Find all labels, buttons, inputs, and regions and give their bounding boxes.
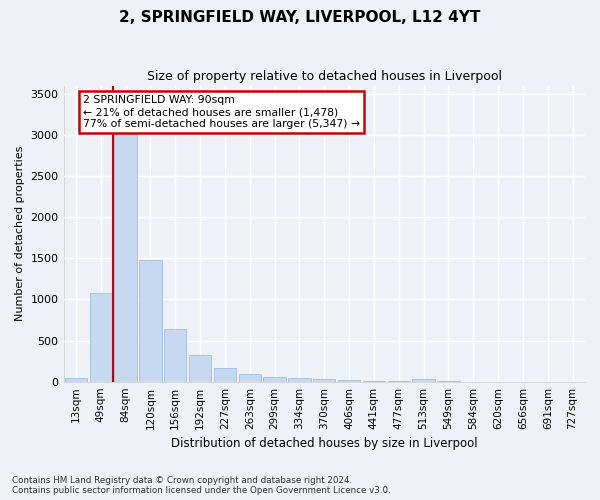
Bar <box>89 293 112 382</box>
Text: 2 SPRINGFIELD WAY: 90sqm
← 21% of detached houses are smaller (1,478)
77% of sem: 2 SPRINGFIELD WAY: 90sqm ← 21% of detach… <box>83 96 360 128</box>
Bar <box>115 104 137 382</box>
Bar <box>189 355 211 382</box>
X-axis label: Distribution of detached houses by size in Liverpool: Distribution of detached houses by size … <box>171 437 478 450</box>
Bar <box>164 328 187 382</box>
Bar <box>363 381 385 382</box>
Title: Size of property relative to detached houses in Liverpool: Size of property relative to detached ho… <box>147 70 502 83</box>
Bar <box>263 377 286 382</box>
Bar <box>338 380 360 382</box>
Y-axis label: Number of detached properties: Number of detached properties <box>15 146 25 322</box>
Bar <box>239 374 261 382</box>
Text: Contains HM Land Registry data © Crown copyright and database right 2024.
Contai: Contains HM Land Registry data © Crown c… <box>12 476 391 495</box>
Bar <box>288 378 311 382</box>
Bar <box>412 380 435 382</box>
Bar <box>313 380 335 382</box>
Bar <box>214 368 236 382</box>
Bar <box>65 378 87 382</box>
Text: 2, SPRINGFIELD WAY, LIVERPOOL, L12 4YT: 2, SPRINGFIELD WAY, LIVERPOOL, L12 4YT <box>119 10 481 25</box>
Bar <box>139 260 161 382</box>
